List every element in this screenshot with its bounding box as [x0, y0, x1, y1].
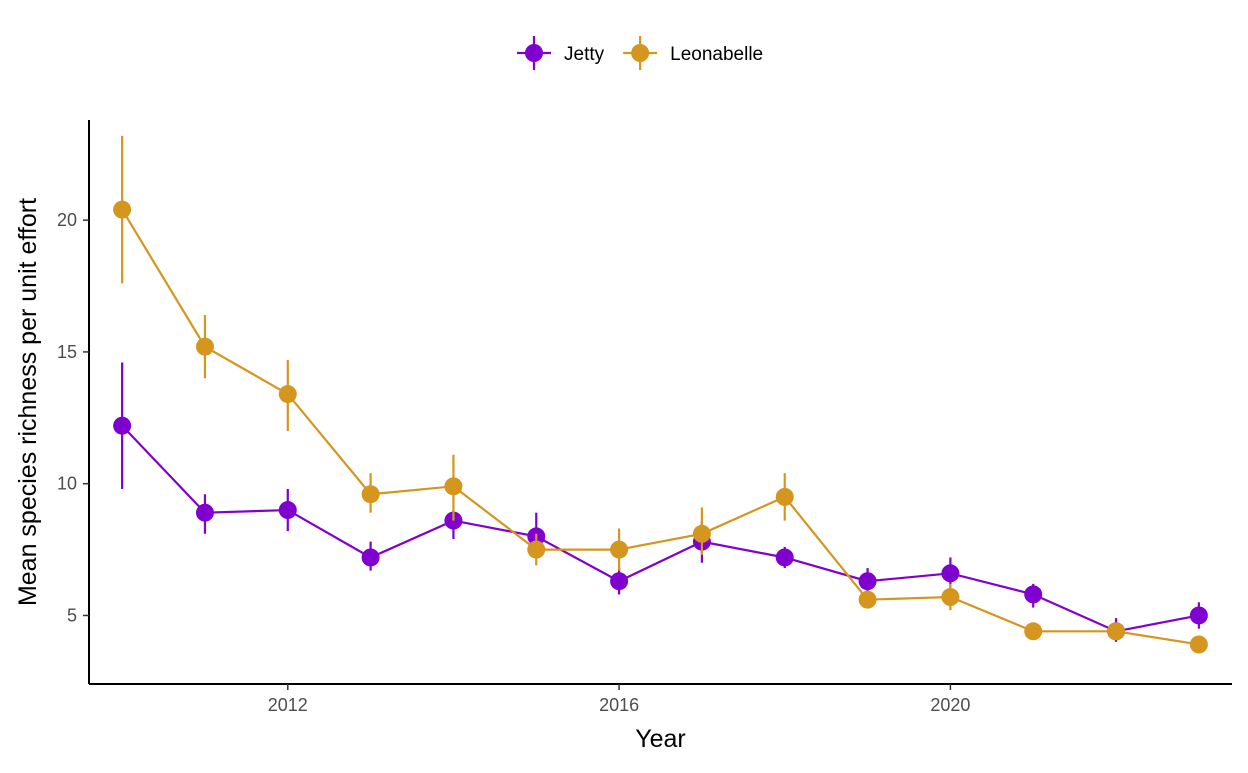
- data-point-jetty: [361, 548, 380, 567]
- x-tick-label: 2012: [268, 695, 308, 715]
- data-point-jetty: [775, 548, 794, 567]
- data-point-leonabelle: [775, 487, 794, 506]
- data-point-leonabelle: [692, 524, 711, 543]
- legend-item-jetty: Jetty: [517, 36, 605, 70]
- series-leonabelle: [113, 135, 1208, 654]
- data-point-leonabelle: [610, 540, 629, 559]
- data-point-jetty: [278, 501, 297, 520]
- axes: 5 10 15 20 2012 2016 2020: [57, 120, 1232, 715]
- series-line-jetty: [121, 424, 1200, 633]
- x-tick-label: 2020: [930, 695, 970, 715]
- data-point-jetty: [113, 416, 132, 435]
- series-jetty: [113, 362, 1208, 642]
- data-point-leonabelle: [361, 485, 380, 504]
- data-point-leonabelle: [1189, 635, 1208, 654]
- y-tick-label: 10: [57, 474, 77, 494]
- y-tick-label: 15: [57, 342, 77, 362]
- y-axis-title: Mean species richness per unit effort: [14, 198, 42, 606]
- series-layer: [113, 135, 1208, 654]
- data-point-jetty: [195, 503, 214, 522]
- data-point-jetty: [1189, 606, 1208, 625]
- data-point-leonabelle: [858, 590, 877, 609]
- legend: Jetty Leonabelle: [517, 36, 763, 70]
- x-tick-label: 2016: [599, 695, 639, 715]
- data-point-leonabelle: [444, 477, 463, 496]
- legend-key-point: [631, 44, 650, 62]
- legend-item-leonabelle: Leonabelle: [623, 36, 763, 70]
- data-point-leonabelle: [278, 385, 297, 404]
- data-point-jetty: [941, 564, 960, 583]
- legend-label-jetty: Jetty: [564, 44, 605, 65]
- data-point-jetty: [610, 572, 629, 591]
- data-point-leonabelle: [527, 540, 546, 559]
- legend-key-point: [525, 44, 543, 62]
- data-point-jetty: [1024, 585, 1043, 604]
- data-point-leonabelle: [113, 200, 132, 219]
- legend-label-leonabelle: Leonabelle: [670, 44, 763, 65]
- data-point-leonabelle: [195, 337, 214, 356]
- x-axis-title: Year: [635, 725, 686, 753]
- data-point-leonabelle: [941, 588, 960, 607]
- data-point-jetty: [858, 572, 877, 591]
- data-point-leonabelle: [1107, 622, 1126, 641]
- series-line-leonabelle: [121, 209, 1200, 646]
- y-tick-label: 20: [57, 210, 77, 230]
- data-point-leonabelle: [1024, 622, 1043, 641]
- y-tick-label: 5: [67, 605, 77, 625]
